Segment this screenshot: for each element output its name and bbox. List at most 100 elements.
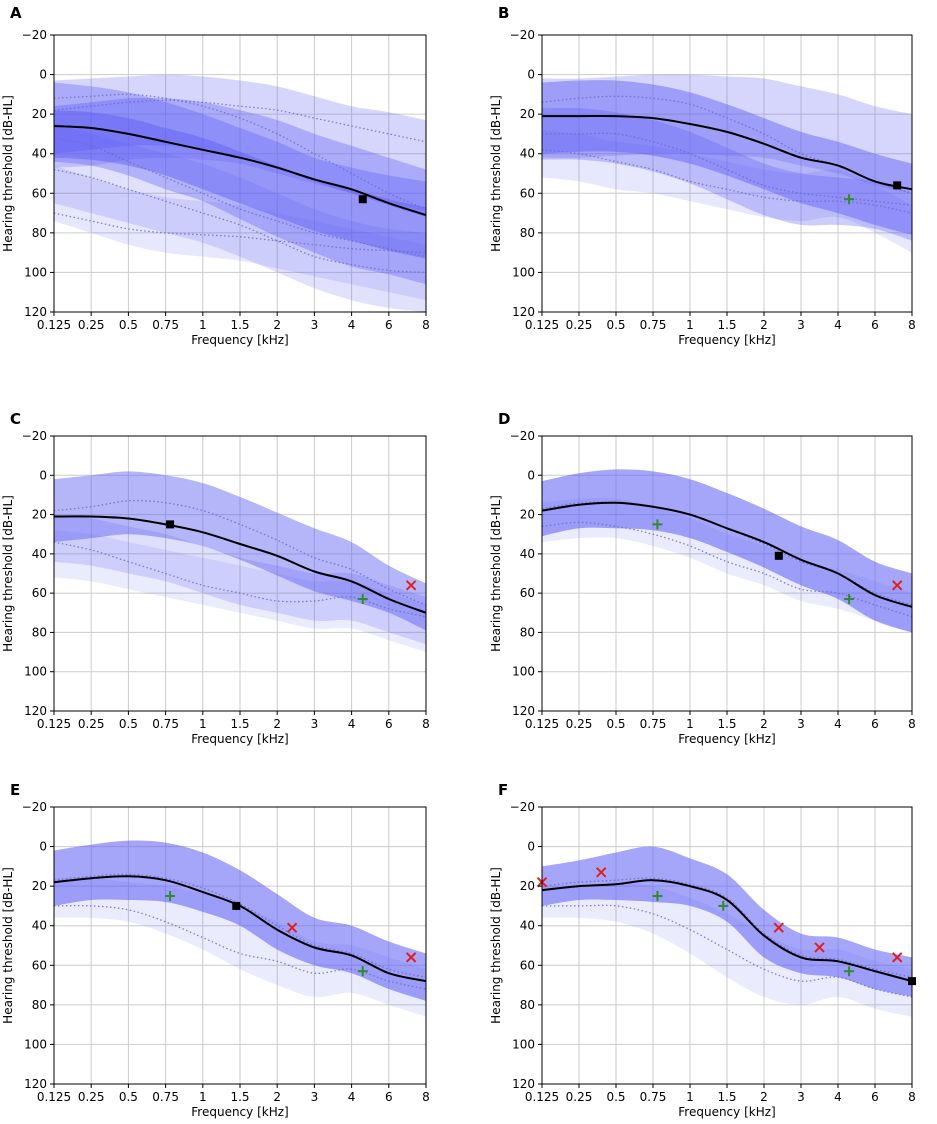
x-tick-label: 6 [385, 717, 393, 731]
y-tick-label: 40 [520, 147, 535, 161]
uncertainty-band-1 [54, 840, 426, 1001]
x-tick-label: 0.125 [37, 318, 71, 332]
mean-curve [542, 114, 912, 191]
plus-marker [844, 194, 855, 205]
x-tick-label: 4 [348, 1090, 356, 1104]
x-tick-label: 3 [797, 318, 805, 332]
x-tick-label: 0.75 [152, 318, 179, 332]
uncertainty-band-2 [542, 107, 912, 241]
cross-marker [773, 922, 785, 933]
uncertainty-band-4 [54, 124, 426, 312]
x-tick-label: 4 [348, 318, 356, 332]
x-tick-label: 4 [834, 717, 842, 731]
panel-e: 0.125 0.25 0.5 0.75 1 1.5 2 3 4 6 8 −20 0 20 40 60 80 100… [1, 781, 430, 1119]
y-tick-label: 80 [32, 226, 47, 240]
mean-curve [54, 515, 426, 614]
dotted-curve-2 [54, 168, 426, 274]
y-tick-label: 40 [32, 547, 47, 561]
y-axis-label: Hearing threshold [dB-HL] [489, 95, 503, 252]
y-tick-label: −20 [22, 28, 47, 42]
x-tick-label: 1.5 [717, 1090, 736, 1104]
plus-marker [165, 891, 176, 902]
uncertainty-band-6 [54, 165, 426, 301]
y-tick-label: 20 [520, 508, 535, 522]
x-tick-label: 0.125 [525, 1090, 559, 1104]
y-tick-label: 40 [520, 547, 535, 561]
x-tick-label: 1 [686, 1090, 694, 1104]
cross-marker [595, 867, 607, 878]
y-tick-label: 20 [32, 879, 47, 893]
x-tick-label: 0.25 [78, 717, 105, 731]
x-tick-label: 0.25 [566, 318, 593, 332]
y-axis-label: Hearing threshold [dB-HL] [1, 867, 15, 1024]
x-tick-label: 0.75 [152, 1090, 179, 1104]
x-tick-label: 0.125 [525, 318, 559, 332]
x-tick-label: 4 [834, 1090, 842, 1104]
x-tick-label: 2 [760, 1090, 768, 1104]
plot-area [542, 846, 912, 1017]
y-tick-label: 60 [32, 586, 47, 600]
x-tick-label: 3 [311, 717, 319, 731]
uncertainty-band-1 [542, 80, 912, 235]
x-tick-label: 2 [273, 1090, 281, 1104]
plus-marker [844, 966, 855, 977]
plus-marker [718, 900, 729, 911]
x-tick-label: 0.125 [37, 1090, 71, 1104]
x-tick-label: 8 [422, 318, 430, 332]
y-tick-label: 120 [24, 305, 47, 319]
plus-marker [357, 966, 368, 977]
x-tick-label: 0.75 [640, 717, 667, 731]
uncertainty-band-1 [54, 471, 426, 631]
y-tick-label: −20 [510, 800, 535, 814]
x-tick-label: 1 [199, 318, 207, 332]
y-tick-label: 80 [32, 625, 47, 639]
panel-letter: C [10, 410, 21, 428]
panel-a: 0.125 0.25 0.5 0.75 1 1.5 2 3 4 6 8 −20 0 20 40 60 80 100… [1, 4, 430, 347]
plus-marker [652, 519, 663, 530]
x-tick-label: 3 [797, 717, 805, 731]
cross-marker [286, 922, 298, 933]
panel-letter: B [498, 4, 509, 22]
y-tick-label: 20 [520, 107, 535, 121]
y-tick-label: 80 [520, 998, 535, 1012]
cross-marker [891, 952, 903, 963]
x-tick-label: 0.5 [606, 318, 625, 332]
y-tick-label: 100 [24, 265, 47, 279]
x-tick-label: 6 [385, 1090, 393, 1104]
dotted-curve-1 [54, 93, 426, 210]
x-axis-label: Frequency [kHz] [191, 333, 288, 347]
y-tick-label: 60 [32, 186, 47, 200]
dotted-curve-4 [54, 212, 426, 254]
y-tick-label: 120 [512, 1077, 535, 1091]
square-marker [166, 520, 175, 529]
x-tick-label: 6 [871, 717, 879, 731]
x-axis-label: Frequency [kHz] [678, 333, 775, 347]
y-tick-label: 0 [39, 840, 47, 854]
y-tick-label: 0 [527, 68, 535, 82]
x-tick-label: 3 [311, 1090, 319, 1104]
y-tick-label: 80 [520, 226, 535, 240]
y-tick-label: 60 [520, 186, 535, 200]
x-tick-label: 6 [871, 1090, 879, 1104]
panel-letter: D [498, 410, 510, 428]
mean-curve [542, 501, 912, 608]
y-tick-label: 100 [24, 1037, 47, 1051]
y-tick-label: 60 [32, 958, 47, 972]
x-tick-label: 8 [422, 717, 430, 731]
plot-area [542, 469, 912, 633]
x-tick-label: 0.5 [606, 717, 625, 731]
y-tick-label: 0 [527, 468, 535, 482]
cross-marker [891, 580, 903, 591]
plot-area [542, 74, 912, 253]
square-marker [232, 901, 241, 910]
dotted-curve-1 [54, 499, 426, 606]
panel-letter: A [10, 4, 22, 22]
uncertainty-band-1 [54, 82, 426, 285]
panel-letter: F [498, 781, 508, 799]
x-tick-label: 4 [834, 318, 842, 332]
y-tick-label: 120 [24, 704, 47, 718]
y-tick-label: 100 [512, 1037, 535, 1051]
y-tick-label: 0 [39, 468, 47, 482]
x-tick-label: 2 [760, 318, 768, 332]
y-tick-label: −20 [510, 429, 535, 443]
